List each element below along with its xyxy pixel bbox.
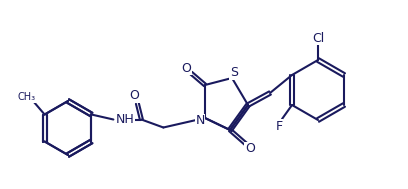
Text: NH: NH [115, 113, 134, 126]
Text: F: F [275, 119, 283, 132]
Text: Cl: Cl [312, 32, 324, 44]
Text: N: N [195, 115, 205, 128]
Text: S: S [230, 67, 238, 80]
Text: O: O [181, 61, 191, 74]
Text: O: O [245, 143, 255, 156]
Text: O: O [129, 89, 139, 102]
Text: CH₃: CH₃ [18, 92, 35, 102]
